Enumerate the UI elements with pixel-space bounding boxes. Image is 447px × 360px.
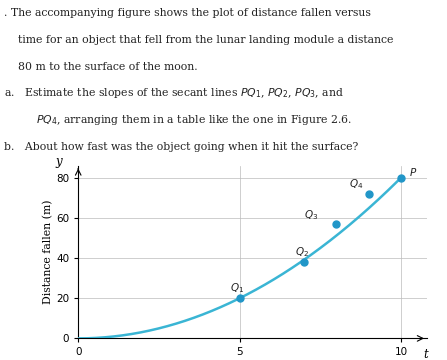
Text: 80 m to the surface of the moon.: 80 m to the surface of the moon. (18, 62, 198, 72)
Text: . The accompanying figure shows the plot of distance fallen versus: . The accompanying figure shows the plot… (4, 8, 371, 18)
Y-axis label: Distance fallen (m): Distance fallen (m) (43, 200, 53, 304)
Text: $Q_1$: $Q_1$ (230, 282, 244, 295)
Text: b.   About how fast was the object going when it hit the surface?: b. About how fast was the object going w… (4, 142, 359, 152)
Text: $P$: $P$ (409, 166, 417, 177)
Text: y: y (55, 154, 62, 168)
Text: $Q_2$: $Q_2$ (295, 245, 308, 259)
Text: $Q_3$: $Q_3$ (304, 208, 318, 222)
Text: time for an object that fell from the lunar landing module a distance: time for an object that fell from the lu… (18, 35, 393, 45)
Text: a.   Estimate the slopes of the secant lines $PQ_1$, $PQ_2$, $PQ_3$, and: a. Estimate the slopes of the secant lin… (4, 86, 344, 100)
Text: $PQ_4$, arranging them in a table like the one in Figure 2.6.: $PQ_4$, arranging them in a table like t… (36, 113, 352, 127)
Text: t: t (423, 348, 428, 360)
Text: $Q_4$: $Q_4$ (350, 177, 364, 191)
